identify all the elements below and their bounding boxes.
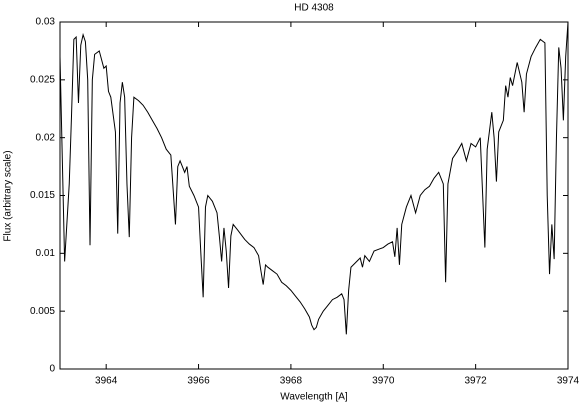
y-tick-label: 0.01 (36, 248, 56, 259)
chart-title: HD 4308 (294, 3, 334, 14)
x-tick-label: 3968 (280, 376, 303, 387)
y-tick-label: 0.02 (36, 132, 56, 143)
x-tick-label: 3964 (95, 376, 118, 387)
spectrum-line (59, 21, 569, 335)
x-tick-label: 3972 (465, 376, 488, 387)
y-tick-label: 0.015 (30, 190, 55, 201)
x-tick-label: 3966 (187, 376, 210, 387)
x-axis-label: Wavelength [A] (280, 392, 348, 403)
plot-frame (59, 21, 569, 370)
x-tick-label: 3974 (557, 376, 580, 387)
y-tick-label: 0.005 (30, 306, 55, 317)
y-tick-label: 0.03 (36, 17, 56, 28)
y-axis-label: Flux (arbitrary scale) (3, 150, 14, 241)
y-tick-label: 0 (49, 364, 55, 375)
y-tick-label: 0.025 (30, 74, 55, 85)
x-tick-label: 3970 (372, 376, 395, 387)
